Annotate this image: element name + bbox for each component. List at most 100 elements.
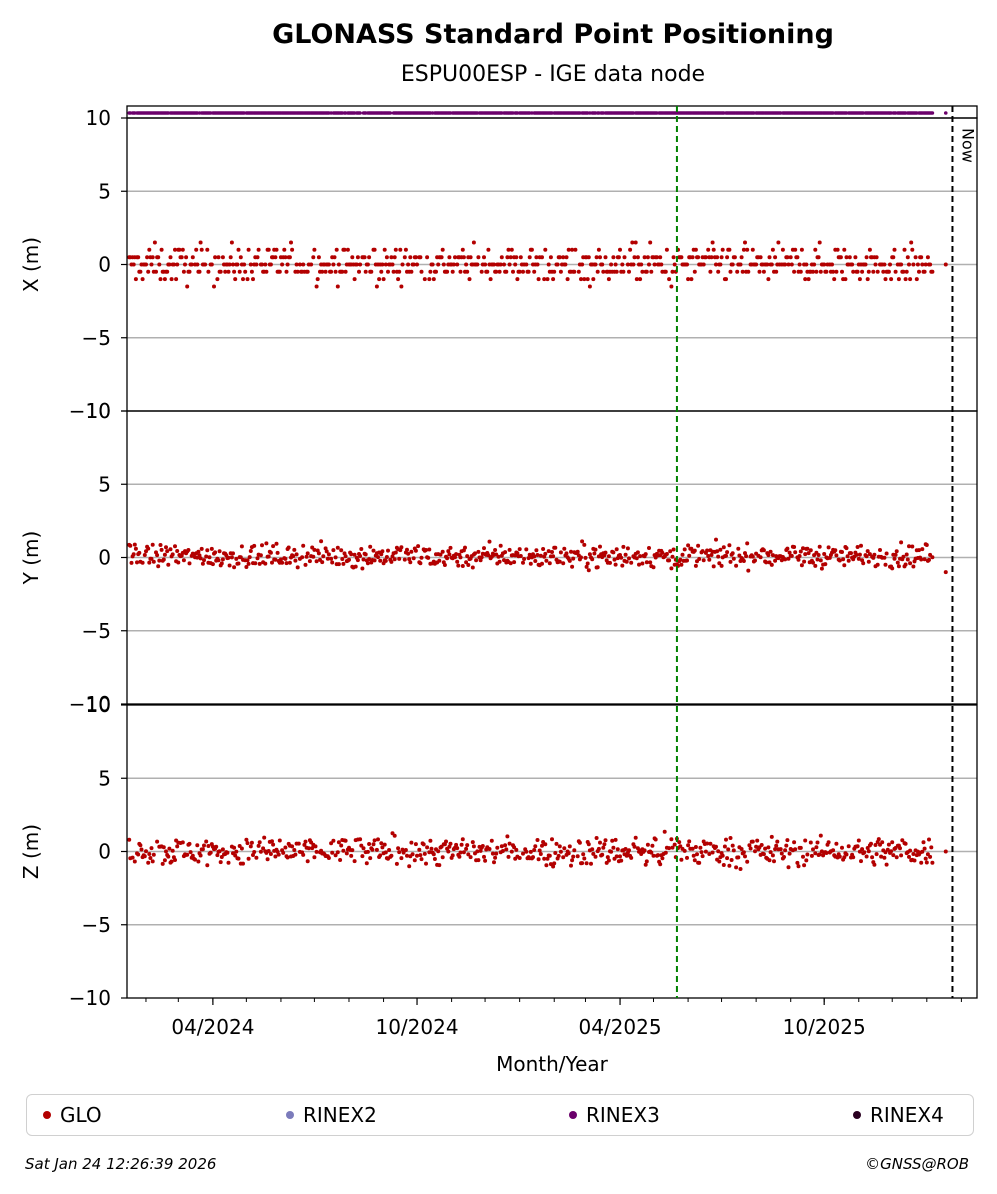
glo-data-point [727, 247, 732, 252]
glo-data-point [879, 854, 884, 859]
glo-data-point [323, 546, 328, 551]
glo-data-point [840, 845, 844, 850]
glo-data-point [175, 262, 180, 267]
glo-data-point [195, 843, 200, 848]
glo-data-point [266, 247, 271, 252]
glo-data-point [570, 247, 575, 252]
glo-data-point [853, 255, 858, 260]
glo-data-point [886, 269, 891, 274]
glo-data-point [464, 262, 469, 267]
glo-data-point [248, 549, 253, 553]
glo-data-point [831, 848, 836, 853]
glo-data-point [662, 829, 667, 834]
glo-data-point [303, 562, 308, 567]
glo-data-point [570, 564, 575, 569]
glo-data-point [564, 255, 569, 260]
glo-data-point [127, 837, 132, 842]
glo-data-point [155, 553, 160, 558]
glo-data-point [815, 840, 820, 845]
glo-data-point [741, 850, 746, 855]
glo-data-point [225, 850, 230, 855]
glo-data-point [553, 545, 558, 550]
glo-data-point [241, 861, 245, 866]
glo-data-point [458, 269, 463, 274]
glo-data-point [438, 552, 443, 557]
glo-data-point [171, 262, 176, 267]
glo-data-point [732, 255, 737, 260]
glo-data-point [700, 549, 705, 554]
glo-data-point [415, 853, 419, 858]
glo-data-point [576, 269, 581, 274]
glo-data-point [370, 847, 375, 852]
glo-data-point [894, 549, 899, 554]
glo-data-point [363, 552, 368, 557]
glo-data-point [575, 549, 580, 554]
glo-data-point [855, 269, 860, 274]
glo-data-point [166, 562, 171, 567]
glo-data-point [274, 247, 279, 252]
glo-data-point [181, 558, 186, 563]
glo-data-point [692, 548, 697, 553]
glo-data-point [535, 838, 540, 842]
glo-data-point [315, 277, 320, 282]
glo-data-point [402, 557, 407, 562]
glo-data-point [508, 255, 513, 260]
glo-data-point [805, 852, 810, 857]
glo-data-point [161, 845, 166, 850]
glo-data-point [245, 841, 250, 846]
glo-data-point [232, 269, 237, 274]
glo-data-point [355, 255, 360, 260]
glo-data-point [882, 855, 887, 860]
glo-data-point [223, 269, 228, 274]
glo-data-point [411, 556, 416, 561]
glo-data-point [690, 255, 695, 260]
glo-data-point [915, 262, 920, 267]
glo-data-point [814, 269, 819, 274]
glo-data-point [273, 557, 278, 562]
glo-data-point [572, 848, 577, 853]
glo-data-point [844, 546, 849, 551]
glo-data-point [493, 855, 498, 860]
glo-data-point [596, 846, 601, 851]
glo-data-point [623, 552, 628, 557]
glo-data-point [521, 560, 525, 565]
glo-data-point [166, 854, 171, 859]
glo-data-point [280, 560, 285, 565]
glo-data-point [202, 558, 206, 563]
glo-data-point [405, 547, 409, 552]
glo-data-point [608, 560, 612, 565]
glo-data-point [186, 548, 191, 552]
glo-data-point [217, 849, 222, 854]
glo-data-point [151, 559, 156, 564]
glo-data-point [332, 255, 337, 260]
glo-data-point [875, 562, 880, 567]
glo-data-point [498, 262, 503, 267]
glo-data-point [561, 855, 566, 860]
glo-data-point [884, 551, 889, 556]
glo-data-point [580, 262, 585, 267]
glo-data-point [885, 847, 890, 852]
glo-data-point [478, 848, 483, 853]
glo-data-point [312, 247, 317, 252]
glo-data-point [200, 561, 205, 566]
glo-data-point [622, 255, 627, 260]
glo-data-point [347, 557, 351, 562]
glo-data-point [701, 262, 706, 267]
glo-data-point [753, 849, 757, 854]
glo-data-point [290, 844, 295, 849]
glo-data-point [759, 843, 764, 847]
glo-data-point [819, 566, 824, 571]
rinex3-availability-point [943, 111, 948, 115]
glo-data-point [243, 269, 248, 274]
x-tick-label: 10/2025 [783, 1015, 866, 1039]
glo-data-point [862, 850, 867, 855]
glo-data-point [600, 852, 605, 857]
glo-data-point [158, 277, 163, 282]
glo-data-point [889, 849, 894, 854]
glo-data-point [293, 852, 298, 857]
glo-data-point [398, 247, 403, 252]
glo-data-point [268, 262, 273, 267]
glo-data-point [826, 545, 831, 550]
glo-data-point [750, 554, 755, 559]
glo-data-point [218, 860, 223, 865]
